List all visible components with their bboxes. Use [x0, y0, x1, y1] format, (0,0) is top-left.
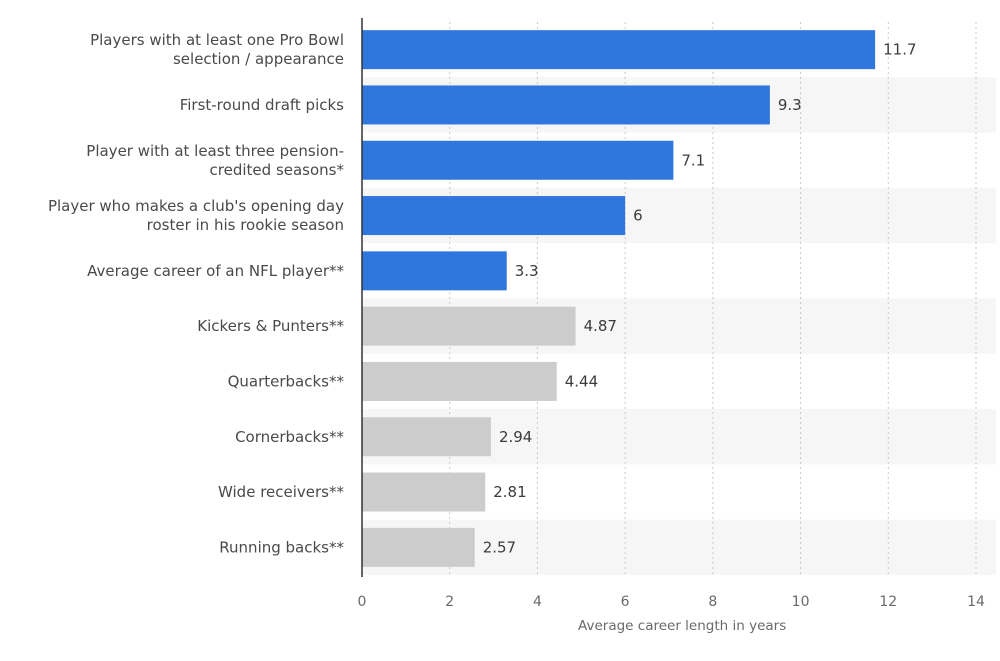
x-tick-label: 6 — [621, 594, 630, 610]
data-label: 4.44 — [565, 372, 598, 390]
category-label: Player who makes a club's opening day ros… — [48, 197, 344, 234]
bar[interactable]: Wide receivers**: 2.81 — [362, 472, 486, 512]
x-tick-label: 14 — [967, 594, 985, 610]
category-label: First-round draft picks — [180, 96, 344, 114]
data-label: 6 — [633, 207, 643, 225]
data-label: 9.3 — [778, 96, 802, 114]
category-label: Average career of an NFL player** — [87, 262, 344, 280]
category-label: Quarterbacks** — [228, 372, 345, 390]
data-label: 2.57 — [483, 538, 516, 556]
data-label: 2.94 — [499, 428, 532, 446]
bar[interactable]: Players with at least one Pro Bowl selec… — [362, 30, 876, 70]
bar[interactable]: Kickers & Punters**: 4.87 — [362, 306, 576, 346]
x-axis-title: Average career length in years — [578, 618, 786, 634]
data-label: 4.87 — [584, 317, 617, 335]
bar[interactable]: Player with at least three pension-credi… — [362, 140, 674, 180]
bar[interactable]: Quarterbacks**: 4.44 — [362, 361, 557, 401]
x-tick-label: 2 — [445, 594, 454, 610]
x-tick-label: 0 — [358, 594, 367, 610]
x-tick-label: 10 — [792, 594, 810, 610]
x-tick-label: 4 — [533, 594, 542, 610]
bar[interactable]: Cornerbacks**: 2.94 — [362, 417, 491, 457]
category-label: Player with at least three pension-credi… — [86, 142, 344, 179]
x-tick-label: 12 — [879, 594, 897, 610]
category-label: Running backs** — [219, 538, 344, 556]
bar[interactable]: Player who makes a club's opening day ro… — [362, 196, 626, 236]
category-label: Kickers & Punters** — [197, 317, 344, 335]
bar[interactable]: Average career of an NFL player**: 3.3 — [362, 251, 507, 291]
data-label: 2.81 — [493, 483, 526, 501]
data-label: 11.7 — [883, 41, 916, 59]
category-label: Players with at least one Pro Bowl select… — [90, 31, 344, 68]
bar[interactable]: First-round draft picks: 9.3 — [362, 85, 770, 125]
category-label: Wide receivers** — [218, 483, 344, 501]
data-label: 3.3 — [515, 262, 539, 280]
data-label: 7.1 — [681, 151, 705, 169]
x-tick-label: 8 — [708, 594, 717, 610]
category-label: Cornerbacks** — [235, 428, 344, 446]
bar[interactable]: Running backs**: 2.57 — [362, 527, 475, 567]
